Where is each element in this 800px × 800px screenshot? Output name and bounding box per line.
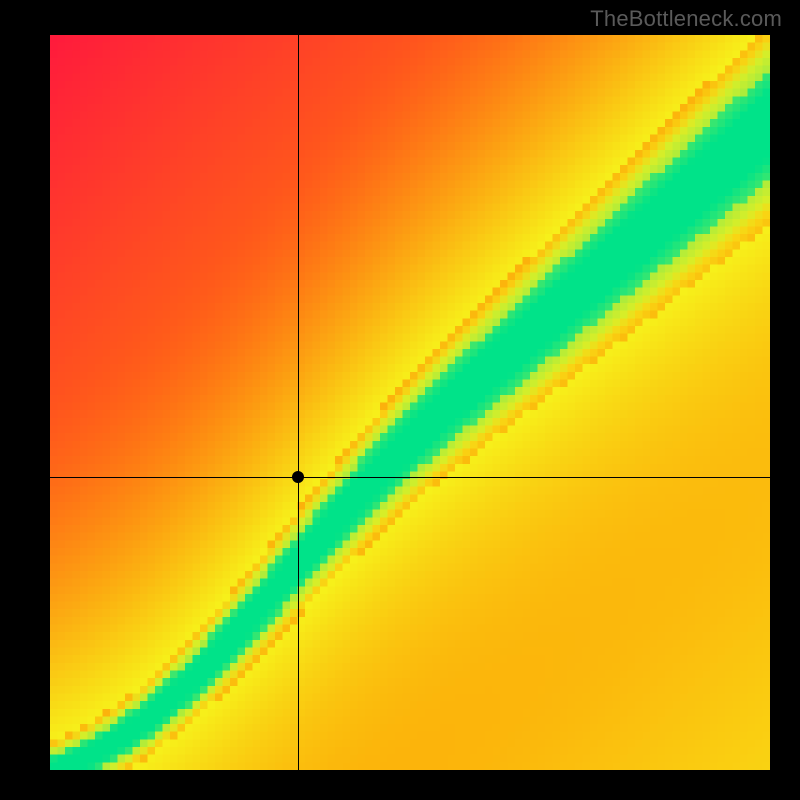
selection-marker [292, 471, 304, 483]
crosshair-vertical [298, 35, 299, 770]
chart-frame [0, 0, 800, 800]
bottleneck-heatmap [50, 35, 770, 770]
watermark-text: TheBottleneck.com [590, 6, 782, 32]
crosshair-horizontal [50, 477, 770, 478]
heatmap-plot-area [50, 35, 770, 770]
